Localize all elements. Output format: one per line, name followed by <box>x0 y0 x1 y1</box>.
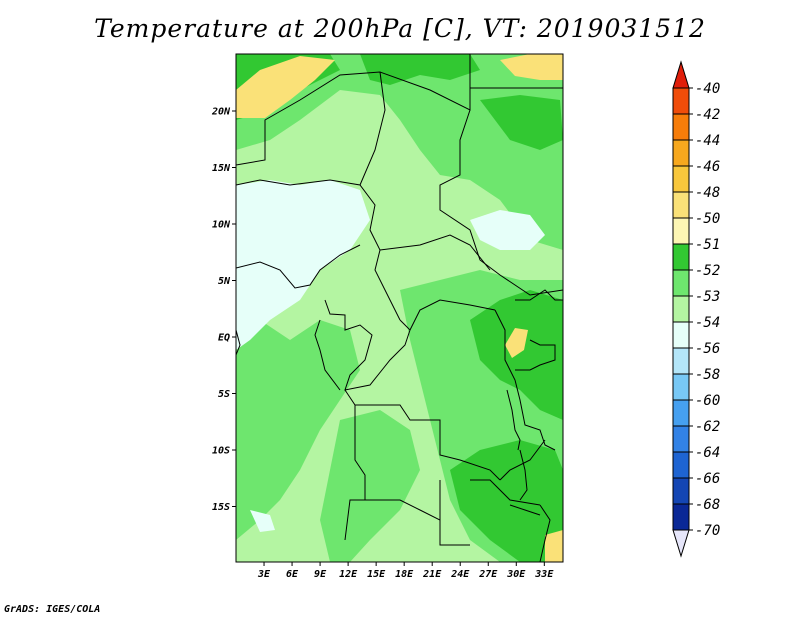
colorbar-swatch <box>672 295 690 323</box>
border-line <box>494 309 556 451</box>
border-line <box>236 54 471 166</box>
colorbar: -40 -42 -44 -46 -48 -50 -51 -52 -53 -54 -56 -58 -60 -… <box>672 60 720 558</box>
colorbar-swatch <box>672 165 690 193</box>
colorbar-swatch <box>672 373 690 401</box>
lake-line <box>509 504 541 516</box>
colorbar-swatch <box>672 113 690 141</box>
coastline <box>236 329 241 356</box>
field-region-dark-green <box>360 54 480 85</box>
colorbar-swatch <box>672 321 690 349</box>
colorbar-swatch <box>672 399 690 427</box>
colorbar-label: -51 <box>695 237 720 253</box>
temperature-field <box>236 54 563 562</box>
map-frame <box>235 53 564 563</box>
coastline <box>314 319 341 391</box>
colorbar-swatch <box>672 243 690 271</box>
border-line <box>236 244 361 289</box>
colorbar-label: -60 <box>695 393 720 409</box>
colorbar-label: -52 <box>695 263 720 279</box>
lon-tick-label: 21E <box>422 569 442 580</box>
lon-tick-label: 27E <box>478 569 498 580</box>
lon-tick-label: 15E <box>367 569 386 580</box>
lat-tick-label: 5S <box>218 389 230 400</box>
colorbar-top-arrow <box>672 60 690 89</box>
lat-tick-label: 15N <box>212 163 231 174</box>
colorbar-swatch <box>672 269 690 297</box>
lake-line <box>519 449 528 501</box>
border-line <box>359 71 386 186</box>
colorbar-swatch <box>672 347 690 375</box>
lon-tick-label: 24E <box>450 569 470 580</box>
border-line <box>515 339 556 371</box>
colorbar-label: -46 <box>695 159 720 175</box>
lon-tick-label: 30E <box>506 569 526 580</box>
field-region-dark-green <box>450 440 563 562</box>
country-borders <box>236 54 563 562</box>
lake-line <box>506 389 521 451</box>
colorbar-label: -44 <box>695 133 720 149</box>
lon-tick-label: 6E <box>286 569 299 580</box>
border-line <box>439 479 541 520</box>
colorbar-label: -42 <box>695 107 720 123</box>
colorbar-swatch <box>672 503 690 531</box>
latitude-axis: 20N 15N 10N 5N EQ 5S 10S 15S <box>211 107 236 513</box>
colorbar-label: -48 <box>695 185 720 201</box>
colorbar-label: -56 <box>695 341 720 357</box>
border-line <box>365 499 470 546</box>
border-line <box>379 234 491 271</box>
colorbar-label: -62 <box>695 419 720 435</box>
lat-tick-label: 5N <box>218 276 231 287</box>
border-line <box>324 299 411 391</box>
colorbar-label: -66 <box>695 471 720 487</box>
border-line <box>236 179 401 321</box>
colorbar-swatch <box>672 451 690 479</box>
longitude-axis: 3E 6E 9E 12E 15E 18E 21E 24E 27E 30E 33E <box>257 562 554 580</box>
lon-tick-label: 18E <box>395 569 414 580</box>
lon-tick-label: 33E <box>534 569 554 580</box>
lat-tick-label: EQ <box>218 333 230 344</box>
field-region-yellow <box>236 56 335 118</box>
map-title: Temperature at 200hPa [C], VT: 201903151… <box>94 14 706 43</box>
field-region-yellow <box>505 328 528 358</box>
field-region-mid-green <box>320 410 420 562</box>
border-line <box>344 405 366 541</box>
colorbar-swatch <box>672 139 690 167</box>
border-line <box>439 109 563 296</box>
lon-tick-label: 3E <box>257 569 271 580</box>
lon-tick-label: 12E <box>339 569 358 580</box>
field-region-yellow <box>500 54 563 80</box>
lat-tick-label: 10N <box>212 220 231 231</box>
colorbar-swatch <box>672 87 690 115</box>
colorbar-label: -50 <box>695 211 720 227</box>
colorbar-swatch <box>672 425 690 453</box>
colorbar-swatch <box>672 217 690 245</box>
border-line <box>409 299 496 331</box>
lon-tick-label: 9E <box>314 569 327 580</box>
colorbar-label: -58 <box>695 367 720 383</box>
field-region-cyan <box>250 510 275 532</box>
colorbar-label: -40 <box>695 81 720 97</box>
lat-tick-label: 20N <box>211 107 231 118</box>
border-line <box>539 504 551 562</box>
colorbar-label: -68 <box>695 497 720 513</box>
field-region-cyan <box>236 180 370 350</box>
border-line <box>515 289 563 301</box>
colorbar-label: -64 <box>695 445 720 461</box>
colorbar-bottom-arrow <box>672 529 690 558</box>
colorbar-label: -53 <box>695 289 720 305</box>
colorbar-swatch <box>672 477 690 505</box>
lat-tick-label: 15S <box>212 502 230 513</box>
colorbar-swatch <box>672 191 690 219</box>
colorbar-label: -70 <box>695 523 720 539</box>
grads-credit: GrADS: IGES/COLA <box>4 604 101 615</box>
field-region-dark-green <box>480 95 563 150</box>
border-line <box>499 439 546 481</box>
colorbar-label: -54 <box>695 315 720 331</box>
field-region-yellow <box>545 530 563 562</box>
field-region-mid-green <box>236 54 563 250</box>
field-region-cyan <box>470 210 545 250</box>
lat-tick-label: 10S <box>212 446 230 457</box>
border-line <box>344 389 501 481</box>
